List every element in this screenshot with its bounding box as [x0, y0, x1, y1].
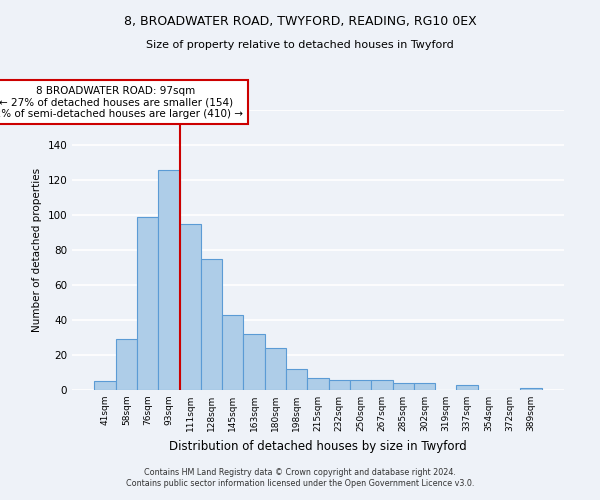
Bar	[371, 380, 392, 390]
Bar	[286, 369, 307, 390]
Bar	[244, 334, 265, 390]
X-axis label: Distribution of detached houses by size in Twyford: Distribution of detached houses by size …	[169, 440, 467, 452]
Bar	[392, 383, 414, 390]
Y-axis label: Number of detached properties: Number of detached properties	[32, 168, 42, 332]
Bar	[222, 315, 244, 390]
Bar	[414, 383, 435, 390]
Bar	[520, 388, 542, 390]
Text: 8 BROADWATER ROAD: 97sqm
← 27% of detached houses are smaller (154)
72% of semi-: 8 BROADWATER ROAD: 97sqm ← 27% of detach…	[0, 86, 243, 118]
Text: 8, BROADWATER ROAD, TWYFORD, READING, RG10 0EX: 8, BROADWATER ROAD, TWYFORD, READING, RG…	[124, 15, 476, 28]
Bar	[265, 348, 286, 390]
Bar	[201, 259, 222, 390]
Bar	[137, 217, 158, 390]
Text: Size of property relative to detached houses in Twyford: Size of property relative to detached ho…	[146, 40, 454, 50]
Bar	[350, 380, 371, 390]
Bar	[94, 381, 116, 390]
Text: Contains HM Land Registry data © Crown copyright and database right 2024.
Contai: Contains HM Land Registry data © Crown c…	[126, 468, 474, 487]
Bar	[158, 170, 179, 390]
Bar	[457, 385, 478, 390]
Bar	[116, 339, 137, 390]
Bar	[307, 378, 329, 390]
Bar	[329, 380, 350, 390]
Bar	[179, 224, 201, 390]
